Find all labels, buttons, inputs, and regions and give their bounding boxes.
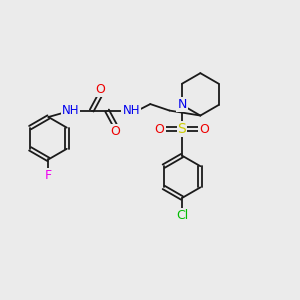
Text: O: O	[155, 123, 164, 136]
Text: Cl: Cl	[176, 208, 188, 222]
Text: S: S	[178, 122, 186, 136]
Text: O: O	[200, 123, 209, 136]
Text: O: O	[110, 125, 120, 138]
Text: N: N	[177, 98, 187, 111]
Text: F: F	[45, 169, 52, 182]
Text: NH: NH	[122, 104, 140, 117]
Text: NH: NH	[62, 104, 79, 117]
Text: O: O	[95, 83, 105, 96]
